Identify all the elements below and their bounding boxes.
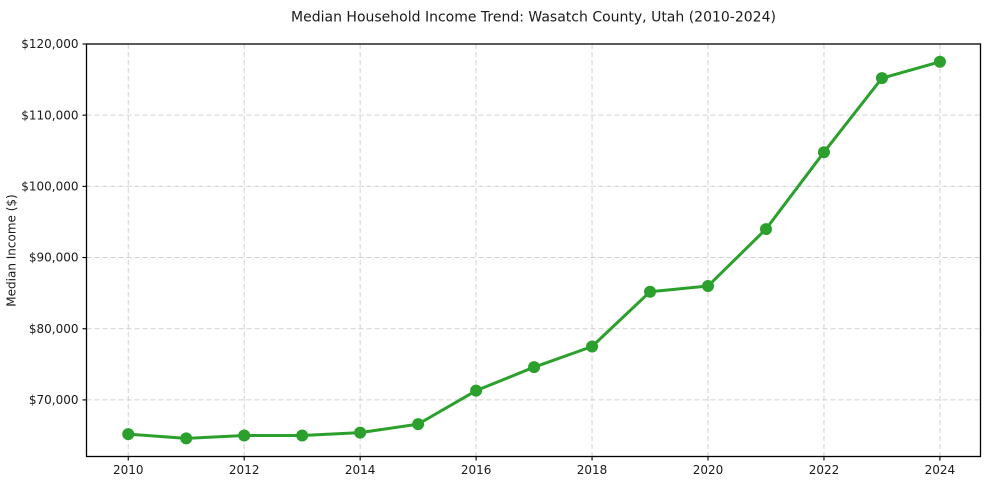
x-tick-label: 2010 [113, 463, 144, 477]
data-point-marker [238, 429, 251, 442]
y-tick-label: $80,000 [29, 322, 79, 336]
axis-layer: 2010 2012 2014 2016 2018 2020 2022 2024 $70,000 $… [21, 37, 955, 477]
data-point-marker [933, 55, 946, 68]
data-point-marker [759, 223, 772, 236]
y-tick-label: $120,000 [21, 37, 78, 51]
chart-title: Median Household Income Trend: Wasatch C… [291, 10, 776, 26]
x-tick-label: 2022 [809, 463, 840, 477]
data-point-marker [702, 280, 715, 293]
data-point-marker [875, 72, 888, 85]
data-point-marker [354, 426, 367, 439]
y-axis-label: Median Income ($) [5, 194, 19, 306]
x-tick-label: 2016 [461, 463, 492, 477]
data-point-marker [817, 146, 830, 159]
data-point-marker [180, 432, 193, 445]
y-tick-label: $110,000 [21, 108, 78, 122]
plot-border [85, 43, 982, 458]
data-point-marker [644, 285, 657, 298]
x-tick-label: 2012 [229, 463, 260, 477]
data-series-layer [122, 55, 946, 445]
data-point-marker [122, 428, 135, 441]
y-tick-label: $90,000 [29, 251, 79, 265]
x-tick-label: 2020 [693, 463, 724, 477]
data-point-marker [412, 418, 425, 431]
y-tick-label: $100,000 [21, 180, 78, 194]
data-point-marker [586, 340, 599, 353]
data-point-marker [470, 384, 483, 397]
x-tick-label: 2018 [577, 463, 608, 477]
data-point-marker [296, 429, 309, 442]
series-line [126, 60, 942, 440]
y-tick-label: $70,000 [29, 393, 79, 407]
x-tick-label: 2014 [345, 463, 376, 477]
x-tick-label: 2024 [925, 463, 956, 477]
data-point-marker [528, 361, 541, 374]
grid-layer [86, 43, 981, 457]
